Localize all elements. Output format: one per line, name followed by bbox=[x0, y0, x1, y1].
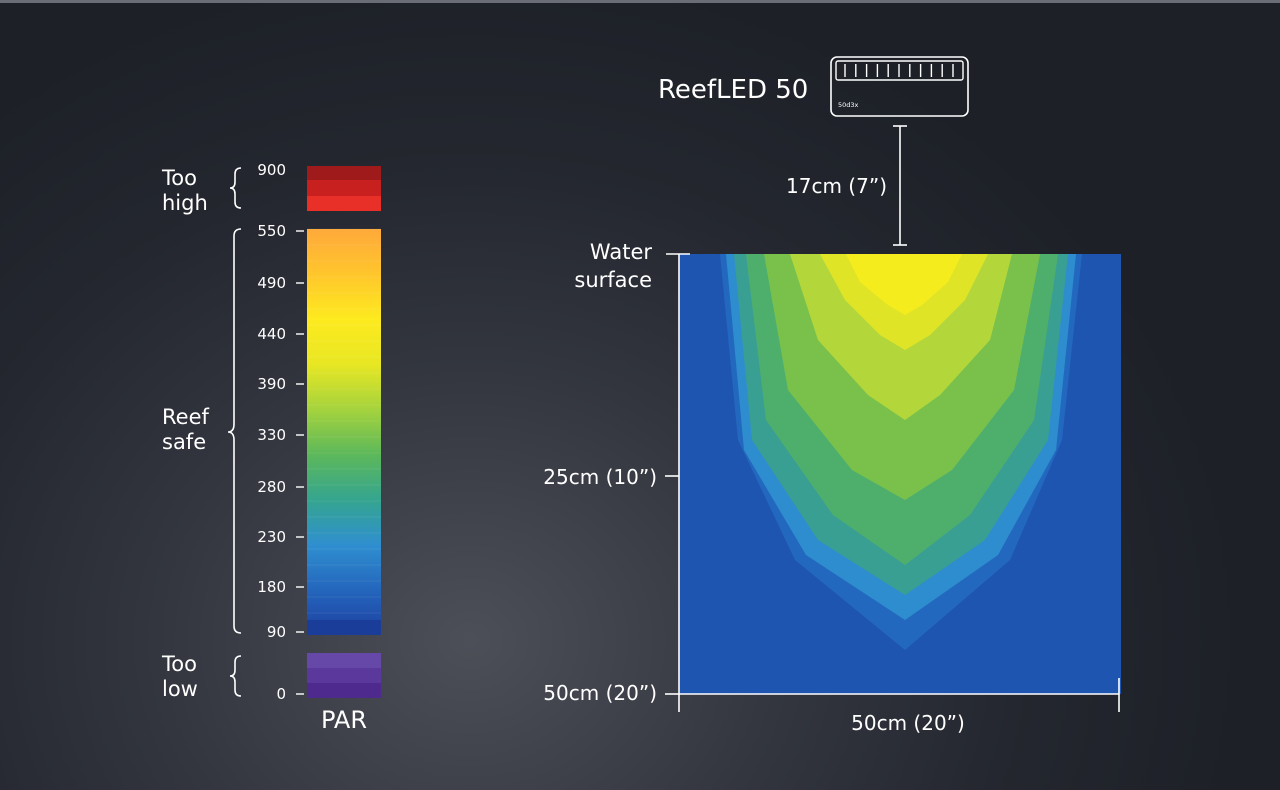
fixture-name: ReefLED 50 bbox=[658, 75, 808, 105]
par-tick-label: 180 bbox=[257, 578, 286, 596]
zone-braces bbox=[227, 167, 242, 697]
reef-safe-bar bbox=[307, 229, 381, 635]
fixture-badge: 50d3x bbox=[838, 101, 859, 109]
par-tick-label: 230 bbox=[257, 528, 286, 546]
tank-width-label: 50cm (20”) bbox=[851, 711, 965, 735]
reef-safe-low-band bbox=[307, 620, 381, 635]
light-field bbox=[679, 254, 1121, 694]
surface-label-line2: surface bbox=[574, 268, 652, 292]
too-low-band bbox=[307, 653, 381, 668]
par-tick-label: 0 bbox=[276, 685, 286, 703]
too-high-band bbox=[307, 180, 381, 196]
tank-labels: Water surface 25cm (10”) 50cm (20”) 50cm… bbox=[543, 240, 965, 735]
tank-axes bbox=[665, 253, 1120, 712]
too-low-label-line2: low bbox=[162, 677, 198, 701]
reefled-fixture: 50d3x bbox=[830, 56, 969, 117]
par-axis-label: PAR bbox=[321, 706, 367, 734]
too-high-label-line1: Too bbox=[161, 166, 197, 190]
par-tick-label: 280 bbox=[257, 478, 286, 496]
too-low-band bbox=[307, 683, 381, 698]
reef-safe-label-line1: Reef bbox=[162, 405, 209, 429]
mount-height-label: 17cm (7”) bbox=[786, 174, 887, 198]
par-tick-label: 440 bbox=[257, 325, 286, 343]
too-high-brace bbox=[229, 167, 242, 209]
light-field-contours bbox=[720, 254, 1082, 650]
too-high-label-line2: high bbox=[162, 191, 208, 215]
too-low-bar bbox=[307, 653, 381, 698]
fixture-led-slots bbox=[844, 64, 954, 77]
too-high-bar bbox=[307, 166, 381, 211]
par-tick-label: 490 bbox=[257, 274, 286, 292]
par-tick-label: 330 bbox=[257, 426, 286, 444]
too-low-brace bbox=[229, 655, 242, 697]
too-high-band bbox=[307, 166, 381, 180]
par-tick-label: 90 bbox=[267, 623, 286, 641]
reef-safe-brace bbox=[227, 228, 242, 634]
fixture-body bbox=[830, 56, 969, 117]
par-tick-label: 390 bbox=[257, 375, 286, 393]
reef-safe-label-line2: safe bbox=[162, 430, 206, 454]
too-low-band bbox=[307, 668, 381, 683]
light-contour bbox=[846, 254, 962, 315]
zone-labels: Too high Reef safe Too low bbox=[161, 166, 209, 701]
reef-safe-bands bbox=[307, 228, 381, 635]
mount-height-dimension bbox=[893, 125, 907, 246]
par-tick-label: 550 bbox=[257, 222, 286, 240]
mid-depth-label: 25cm (10”) bbox=[543, 465, 657, 489]
too-low-label-line1: Too bbox=[161, 652, 197, 676]
fixture-led-panel bbox=[835, 60, 964, 81]
too-high-band bbox=[307, 196, 381, 211]
bottom-depth-label: 50cm (20”) bbox=[543, 681, 657, 705]
top-border bbox=[0, 0, 1280, 3]
par-tick-label: 900 bbox=[257, 161, 286, 179]
surface-label-line1: Water bbox=[590, 240, 652, 264]
